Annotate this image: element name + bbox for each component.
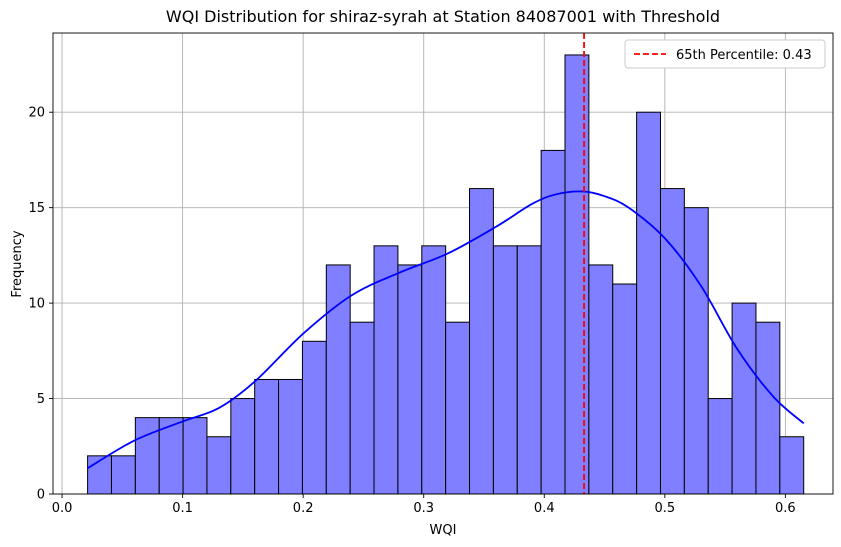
histogram-bar [445, 321, 471, 495]
histogram-bar [254, 378, 280, 495]
histogram-bar [301, 340, 327, 495]
legend-label-threshold: 65th Percentile: 0.43 [676, 48, 812, 63]
histogram-bar [564, 54, 590, 495]
x-axis-label: WQI [430, 523, 457, 538]
histogram-bar [134, 417, 160, 495]
histogram-bar [397, 264, 423, 495]
histogram-bar [421, 245, 447, 495]
y-tick-label: 20 [28, 106, 45, 121]
x-tick-label: 0.3 [413, 501, 434, 516]
histogram-bar [612, 283, 638, 495]
histogram-bar [683, 207, 709, 495]
x-tick-label: 0.4 [534, 501, 555, 516]
histogram-bar [659, 188, 685, 495]
x-axis-ticks: 0.0 0.1 0.2 0.3 0.4 0.5 0.6 [52, 494, 796, 516]
chart-title: WQI Distribution for shiraz-syrah at Sta… [166, 7, 720, 26]
histogram-bars [87, 54, 805, 495]
histogram-bar [373, 245, 399, 495]
y-tick-label: 15 [28, 201, 45, 216]
x-tick-label: 0.5 [654, 501, 675, 516]
histogram-bar [540, 149, 566, 495]
histogram-bar [492, 245, 518, 495]
histogram-bar [206, 436, 232, 495]
histogram-bar [588, 264, 614, 495]
histogram-bar [349, 321, 375, 495]
histogram-bar [779, 436, 805, 495]
y-axis-label: Frequency [10, 230, 25, 297]
histogram-bar [707, 398, 733, 495]
plot-frame [52, 32, 834, 495]
histogram-bar [110, 455, 136, 495]
histogram-bar [636, 111, 661, 495]
x-tick-label: 0.6 [775, 501, 796, 516]
x-tick-label: 0.0 [52, 501, 73, 516]
histogram-bar [278, 378, 303, 495]
y-tick-label: 0 [37, 488, 45, 503]
x-tick-label: 0.1 [172, 501, 193, 516]
kde-curve [87, 190, 805, 470]
x-tick-label: 0.2 [293, 501, 314, 516]
y-axis-ticks: 0 5 10 15 20 [28, 106, 53, 503]
histogram-bar [731, 302, 757, 495]
y-tick-label: 10 [28, 297, 45, 312]
histogram-bar [230, 398, 256, 495]
y-tick-label: 5 [37, 392, 45, 407]
histogram-bar [182, 417, 208, 495]
legend: 65th Percentile: 0.43 [624, 39, 826, 69]
histogram-bar [755, 321, 781, 495]
histogram-bar [516, 245, 542, 495]
legend-box [624, 39, 826, 69]
